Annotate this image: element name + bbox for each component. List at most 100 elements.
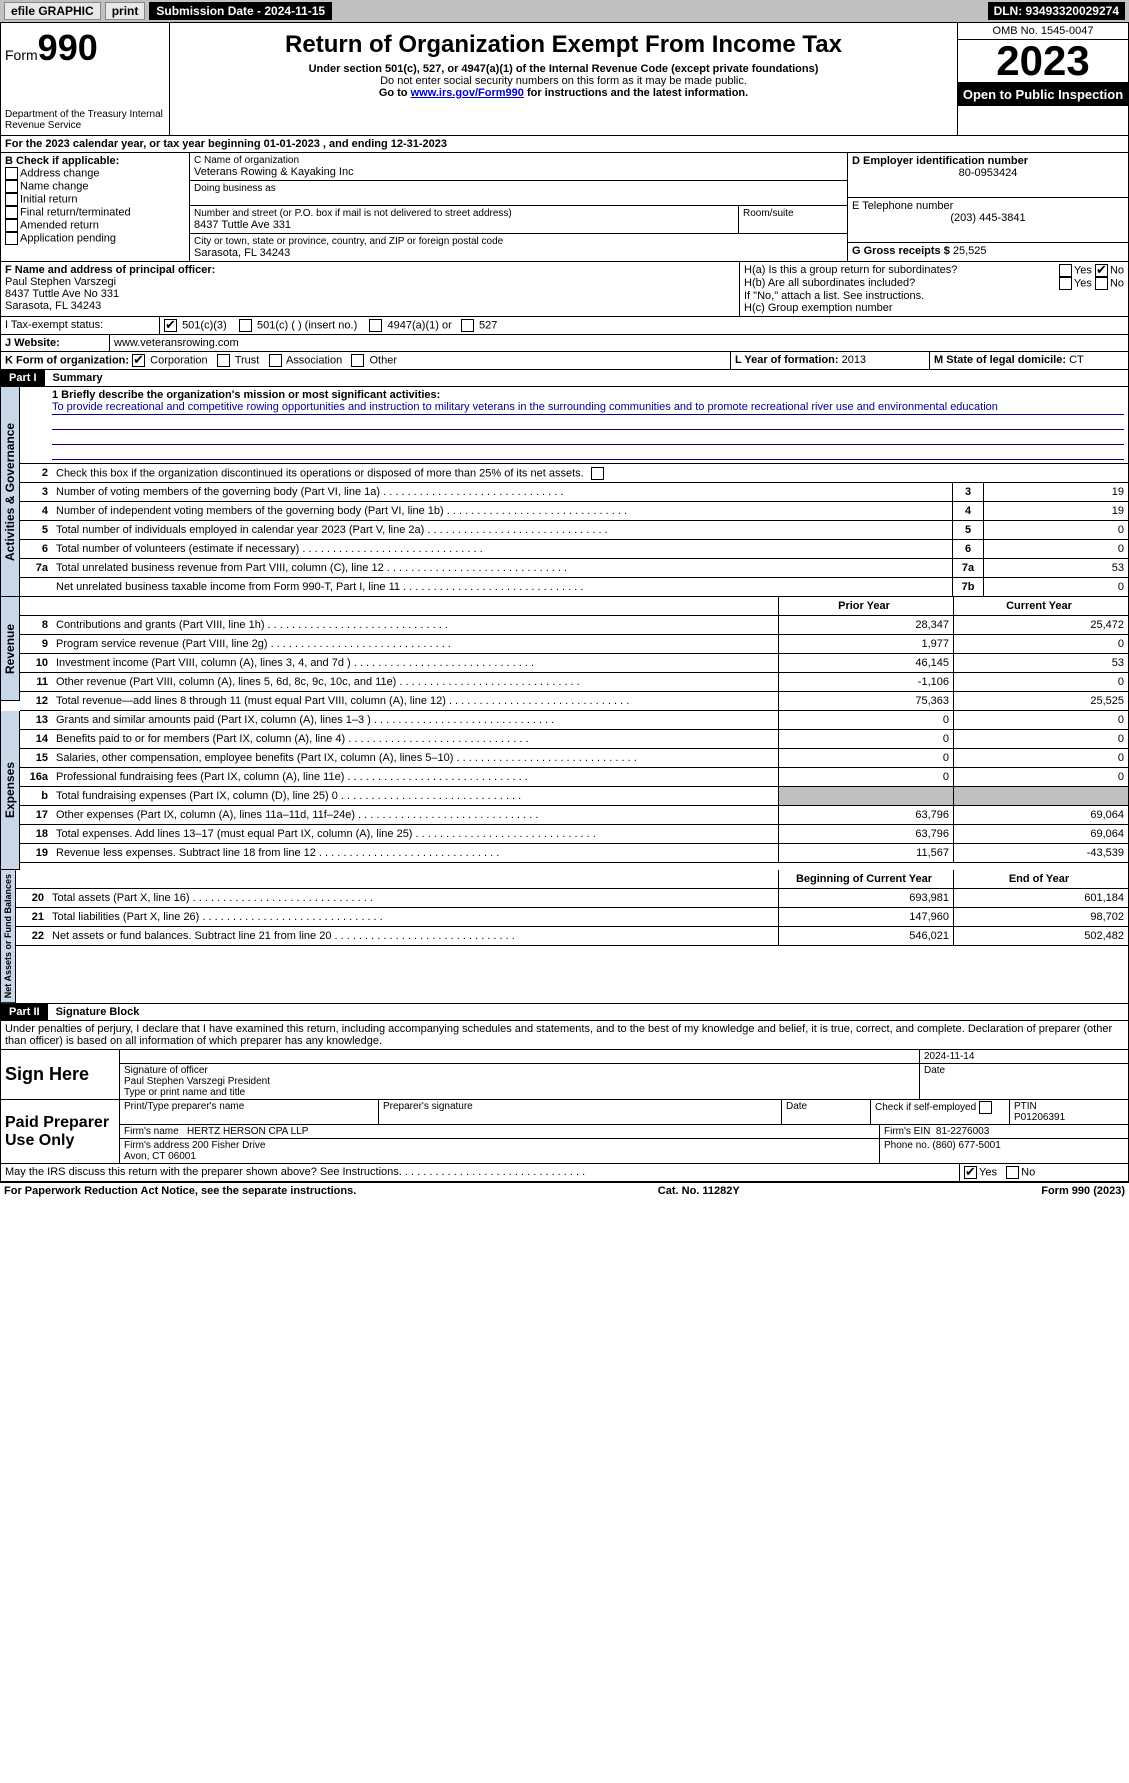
firm-phone: (860) 677-5001 xyxy=(932,1140,1000,1151)
check-amended-return[interactable]: Amended return xyxy=(5,219,185,232)
dept-label: Department of the Treasury Internal Reve… xyxy=(5,109,165,131)
check-527[interactable] xyxy=(461,319,474,332)
line-a: For the 2023 calendar year, or tax year … xyxy=(0,136,1129,153)
summary-line: 5Total number of individuals employed in… xyxy=(20,521,1128,540)
top-toolbar: efile GRAPHIC print Submission Date - 20… xyxy=(0,0,1129,22)
check-address-change[interactable]: Address change xyxy=(5,167,185,180)
addr-label: Number and street (or P.O. box if mail i… xyxy=(194,208,734,219)
website-row: J Website: www.veteransrowing.com xyxy=(0,335,1129,352)
summary-line: 12Total revenue—add lines 8 through 11 (… xyxy=(20,692,1128,711)
efile-button[interactable]: efile GRAPHIC xyxy=(4,2,101,20)
summary-line: 11Other revenue (Part VIII, column (A), … xyxy=(20,673,1128,692)
form-title: Return of Organization Exempt From Incom… xyxy=(174,31,953,59)
check-application-pending[interactable]: Application pending xyxy=(5,232,185,245)
org-info-row: B Check if applicable: Address change Na… xyxy=(0,153,1129,262)
box-e-label: E Telephone number xyxy=(852,200,1124,212)
part1-header: Part I Summary xyxy=(0,370,1129,387)
klm-row: K Form of organization: Corporation Trus… xyxy=(0,352,1129,370)
summary-line: 4Number of independent voting members of… xyxy=(20,502,1128,521)
hb-label: H(b) Are all subordinates included? xyxy=(744,277,915,290)
instructions-link[interactable]: www.irs.gov/Form990 xyxy=(411,87,524,99)
summary-table: Activities & Governance 1 Briefly descri… xyxy=(0,387,1129,597)
check-corp[interactable] xyxy=(132,354,145,367)
box-f-label: F Name and address of principal officer: xyxy=(5,264,735,276)
summary-line: bTotal fundraising expenses (Part IX, co… xyxy=(20,787,1128,806)
firm-city: Avon, CT 06001 xyxy=(124,1151,875,1162)
inspection-badge: Open to Public Inspection xyxy=(958,83,1128,106)
check-trust[interactable] xyxy=(217,354,230,367)
check-assoc[interactable] xyxy=(269,354,282,367)
col-headers: Prior Year Current Year xyxy=(20,597,1128,616)
form-header: Form990 Department of the Treasury Inter… xyxy=(0,22,1129,136)
dba-label: Doing business as xyxy=(194,183,843,194)
summary-line: 3Number of voting members of the governi… xyxy=(20,483,1128,502)
ha-label: H(a) Is this a group return for subordin… xyxy=(744,264,957,277)
check-self-employed[interactable] xyxy=(979,1101,992,1114)
summary-line: 19Revenue less expenses. Subtract line 1… xyxy=(20,844,1128,863)
summary-line: 14Benefits paid to or for members (Part … xyxy=(20,730,1128,749)
check-501c[interactable] xyxy=(239,319,252,332)
ssn-note: Do not enter social security numbers on … xyxy=(174,75,953,87)
summary-line: 22Net assets or fund balances. Subtract … xyxy=(16,927,1128,946)
mission-text: To provide recreational and competitive … xyxy=(52,401,1124,415)
firm-name: HERTZ HERSON CPA LLP xyxy=(187,1126,308,1137)
vtab-netassets: Net Assets or Fund Balances xyxy=(1,870,16,1003)
hb-note: If "No," attach a list. See instructions… xyxy=(744,290,1124,302)
line-2: 2 Check this box if the organization dis… xyxy=(20,464,1128,483)
summary-line: 17Other expenses (Part IX, column (A), l… xyxy=(20,806,1128,825)
check-final-return[interactable]: Final return/terminated xyxy=(5,206,185,219)
hc-label: H(c) Group exemption number xyxy=(744,302,1124,314)
vtab-expenses: Expenses xyxy=(1,711,20,870)
discuss-no[interactable] xyxy=(1006,1166,1019,1179)
check-discontinued[interactable] xyxy=(591,467,604,480)
ha-yes[interactable] xyxy=(1059,264,1072,277)
check-4947[interactable] xyxy=(369,319,382,332)
org-name: Veterans Rowing & Kayaking Inc xyxy=(194,166,843,178)
state-domicile: CT xyxy=(1069,354,1084,366)
hb-no[interactable] xyxy=(1095,277,1108,290)
ptin-value: P01206391 xyxy=(1014,1112,1124,1123)
ha-no[interactable] xyxy=(1095,264,1108,277)
summary-line: 21Total liabilities (Part X, line 26)147… xyxy=(16,908,1128,927)
officer-signature: Paul Stephen Varszegi President xyxy=(124,1076,915,1087)
form-number: Form990 xyxy=(5,27,165,69)
year-formation: 2013 xyxy=(842,354,866,366)
summary-line: Net unrelated business taxable income fr… xyxy=(20,578,1128,597)
sign-here-label: Sign Here xyxy=(1,1050,120,1099)
box-b-label: B Check if applicable: xyxy=(5,155,185,167)
check-name-change[interactable]: Name change xyxy=(5,180,185,193)
phone-value: (203) 445-3841 xyxy=(852,212,1124,224)
summary-line: 16aProfessional fundraising fees (Part I… xyxy=(20,768,1128,787)
col-headers-2: Beginning of Current Year End of Year xyxy=(16,870,1128,889)
print-button[interactable]: print xyxy=(105,2,146,20)
signature-table: Sign Here 2024-11-14 Signature of office… xyxy=(0,1050,1129,1164)
check-501c3[interactable] xyxy=(164,319,177,332)
summary-line: 6Total number of volunteers (estimate if… xyxy=(20,540,1128,559)
box-c-label: C Name of organization xyxy=(194,155,843,166)
box-d-label: D Employer identification number xyxy=(852,155,1124,167)
officer-row: F Name and address of principal officer:… xyxy=(0,262,1129,317)
room-label: Room/suite xyxy=(743,208,843,219)
page-footer: For Paperwork Reduction Act Notice, see … xyxy=(0,1182,1129,1199)
summary-line: 8Contributions and grants (Part VIII, li… xyxy=(20,616,1128,635)
submission-date: Submission Date - 2024-11-15 xyxy=(149,2,332,20)
discuss-yes[interactable] xyxy=(964,1166,977,1179)
check-initial-return[interactable]: Initial return xyxy=(5,193,185,206)
firm-address: 200 Fisher Drive xyxy=(192,1140,265,1151)
part2-header: Part II Signature Block xyxy=(0,1004,1129,1021)
penalties-text: Under penalties of perjury, I declare th… xyxy=(0,1021,1129,1050)
ty-i-row: I Tax-exempt status: 501(c)(3) 501(c) ( … xyxy=(0,317,1129,335)
vtab-revenue: Revenue xyxy=(1,597,20,701)
vtab-governance: Activities & Governance xyxy=(1,387,20,597)
summary-line: 10Investment income (Part VIII, column (… xyxy=(20,654,1128,673)
summary-line: 9Program service revenue (Part VIII, lin… xyxy=(20,635,1128,654)
org-city: Sarasota, FL 34243 xyxy=(194,247,843,259)
officer-name: Paul Stephen Varszegi xyxy=(5,276,735,288)
summary-line: 7aTotal unrelated business revenue from … xyxy=(20,559,1128,578)
check-other[interactable] xyxy=(351,354,364,367)
hb-yes[interactable] xyxy=(1059,277,1072,290)
city-label: City or town, state or province, country… xyxy=(194,236,843,247)
discuss-row: May the IRS discuss this return with the… xyxy=(0,1164,1129,1182)
box-g-label: G Gross receipts $ xyxy=(852,245,950,257)
mission-block: 1 Briefly describe the organization's mi… xyxy=(20,387,1128,464)
